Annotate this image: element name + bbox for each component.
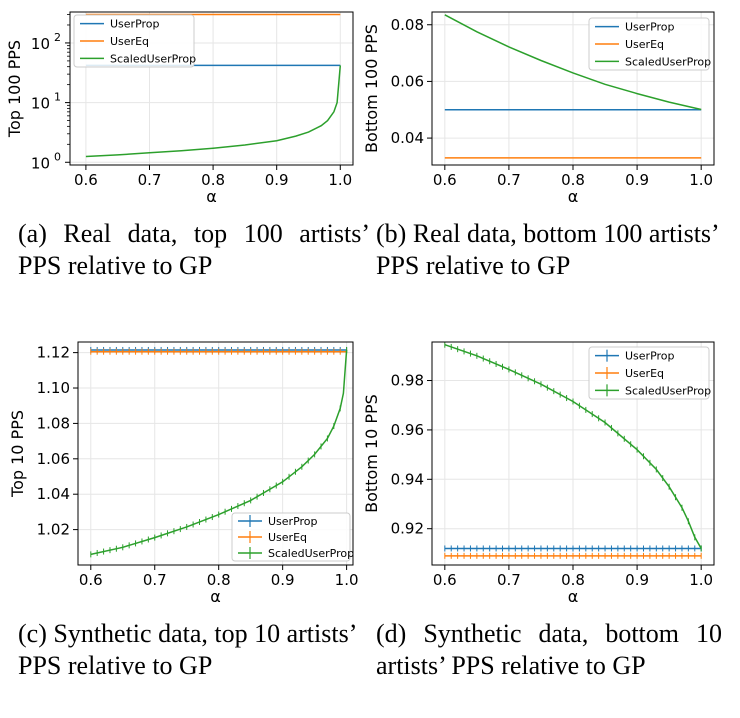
x-tick-label: 0.6: [79, 571, 103, 589]
caption-a: (a) Real data, top 100 artists’ PPS rela…: [18, 218, 370, 282]
x-tick-label: 0.7: [138, 171, 162, 189]
x-tick-label: 0.9: [265, 171, 289, 189]
legend-label-UserEq: UserEq: [625, 367, 664, 380]
legend-label-ScaledUserProp: ScaledUserProp: [625, 55, 711, 68]
legend: UserProp UserEq ScaledUserProp: [588, 17, 711, 71]
caption-c-line1: (c) Synthetic data, top 10 artists’: [18, 619, 358, 648]
x-tick-label: 0.6: [433, 571, 457, 589]
x-tick-label: 0.8: [561, 171, 585, 189]
y-tick-label: 0.92: [391, 520, 424, 538]
series-markers-ScaledUserProp: [444, 341, 702, 552]
y-tick-label: 10: [31, 35, 50, 53]
legend-label-UserEq: UserEq: [110, 35, 149, 48]
chart-panel-d: 0.6 0.7 0.8 0.9 1.0 0.92 0.94 0.96 0.98 α Bottom 1…: [362, 341, 715, 606]
y-tick-label: 1.06: [37, 450, 70, 468]
y-tick-label: 1.10: [37, 379, 70, 397]
legend: UserProp UserEq ScaledUserProp: [588, 346, 711, 400]
chart-panel-a: 0.6 0.7 0.8 0.9 1.0 10 0 10 1 10 2 α Top 100 PPS User…: [5, 11, 354, 206]
y-tick-label: 0.04: [391, 129, 424, 147]
legend-box: [588, 346, 710, 400]
legend-label-UserProp: UserProp: [625, 350, 675, 363]
caption-c: (c) Synthetic data, top 10 artists’ PPS …: [18, 618, 372, 682]
x-tick-label: 0.8: [207, 571, 231, 589]
y-tick-exponent: 1: [54, 91, 61, 104]
legend-label-UserProp: UserProp: [625, 21, 675, 34]
caption-a-line1: (a) Real data, top 100 artists’: [18, 219, 370, 248]
caption-a-line2: PPS relative to GP: [18, 251, 213, 280]
legend-label-UserProp: UserProp: [268, 515, 318, 528]
y-tick-label: 1.04: [37, 485, 70, 503]
caption-d-line2: artists’ PPS relative to GP: [376, 651, 646, 680]
x-tick-label: 0.9: [271, 571, 295, 589]
y-tick-label: 0.96: [391, 421, 424, 439]
x-tick-label: 1.0: [689, 571, 713, 589]
series-line-ScaledUserProp: [85, 65, 342, 158]
legend-label-UserProp: UserProp: [110, 18, 160, 31]
x-tick-label: 1.0: [335, 571, 359, 589]
legend: UserProp UserEq ScaledUserProp: [231, 512, 354, 562]
x-axis-label: α: [210, 587, 221, 606]
y-tick-label: 10: [31, 95, 50, 113]
legend-label-ScaledUserProp: ScaledUserProp: [625, 384, 711, 397]
y-axis-label: Top 10 PPS: [8, 410, 27, 498]
plot-frame: [69, 11, 354, 166]
y-tick-label: 1.08: [37, 414, 70, 432]
x-axis-label: α: [206, 187, 217, 206]
y-axis-label: Bottom 10 PPS: [362, 394, 381, 513]
y-tick-label: 0.98: [391, 372, 424, 390]
legend-box: [73, 14, 195, 68]
x-tick-label: 1.0: [328, 171, 352, 189]
chart-panel-c: 0.6 0.7 0.8 0.9 1.0 1.02 1.04 1.06 1.08 1.10 1.12 α…: [8, 341, 359, 606]
caption-b: (b) Real data, bottom 100 artists’ PPS r…: [376, 218, 728, 282]
caption-b-line2: PPS relative to GP: [376, 251, 571, 280]
legend-box: [588, 17, 710, 71]
x-tick-label: 0.9: [625, 171, 649, 189]
caption-b-line1: (b) Real data, bottom 100 artists’: [376, 219, 720, 248]
y-tick-label: 10: [31, 154, 50, 172]
plot-frame: [77, 341, 354, 566]
x-tick-label: 0.6: [74, 171, 98, 189]
x-tick-label: 0.8: [201, 171, 225, 189]
series-markers-UserEq: [444, 552, 702, 559]
x-tick-label: 0.8: [561, 571, 585, 589]
caption-d: (d) Synthetic data, bottom 10 artists’ P…: [376, 618, 722, 682]
legend-label-UserEq: UserEq: [268, 531, 307, 544]
y-axis-label: Top 100 PPS: [5, 40, 24, 138]
x-tick-label: 0.7: [497, 571, 521, 589]
caption-c-line2: PPS relative to GP: [18, 651, 213, 680]
series-markers-ScaledUserProp: [90, 346, 348, 558]
legend-label-UserEq: UserEq: [625, 38, 664, 51]
y-tick-exponent: 0: [54, 150, 61, 163]
x-tick-label: 0.7: [143, 571, 167, 589]
x-axis-label: α: [568, 587, 579, 606]
legend-box: [231, 512, 351, 562]
x-tick-label: 0.7: [497, 171, 521, 189]
series-line-ScaledUserProp: [90, 349, 348, 556]
y-axis-label: Bottom 100 PPS: [362, 24, 381, 153]
x-axis-label: α: [568, 187, 579, 206]
legend-label-ScaledUserProp: ScaledUserProp: [268, 547, 354, 560]
legend: UserProp UserEq ScaledUserProp: [73, 14, 196, 68]
series-line-ScaledUserProp: [444, 14, 702, 111]
y-tick-label: 0.06: [391, 72, 424, 90]
caption-d-line1: (d) Synthetic data, bottom 10: [376, 619, 722, 648]
chart-panel-b: 0.6 0.7 0.8 0.9 1.0 0.04 0.06 0.08 α Bottom 100 P…: [362, 11, 715, 206]
y-tick-label: 0.94: [391, 470, 424, 488]
series-markers-UserProp: [444, 545, 702, 552]
y-tick-exponent: 2: [54, 31, 61, 44]
y-tick-label: 0.08: [391, 16, 424, 34]
y-tick-label: 1.12: [37, 344, 70, 362]
x-tick-label: 0.9: [625, 571, 649, 589]
series-markers-UserEq: [90, 348, 348, 355]
x-tick-label: 0.6: [433, 171, 457, 189]
legend-label-ScaledUserProp: ScaledUserProp: [110, 52, 196, 65]
x-tick-label: 1.0: [689, 171, 713, 189]
y-tick-label: 1.02: [37, 521, 70, 539]
